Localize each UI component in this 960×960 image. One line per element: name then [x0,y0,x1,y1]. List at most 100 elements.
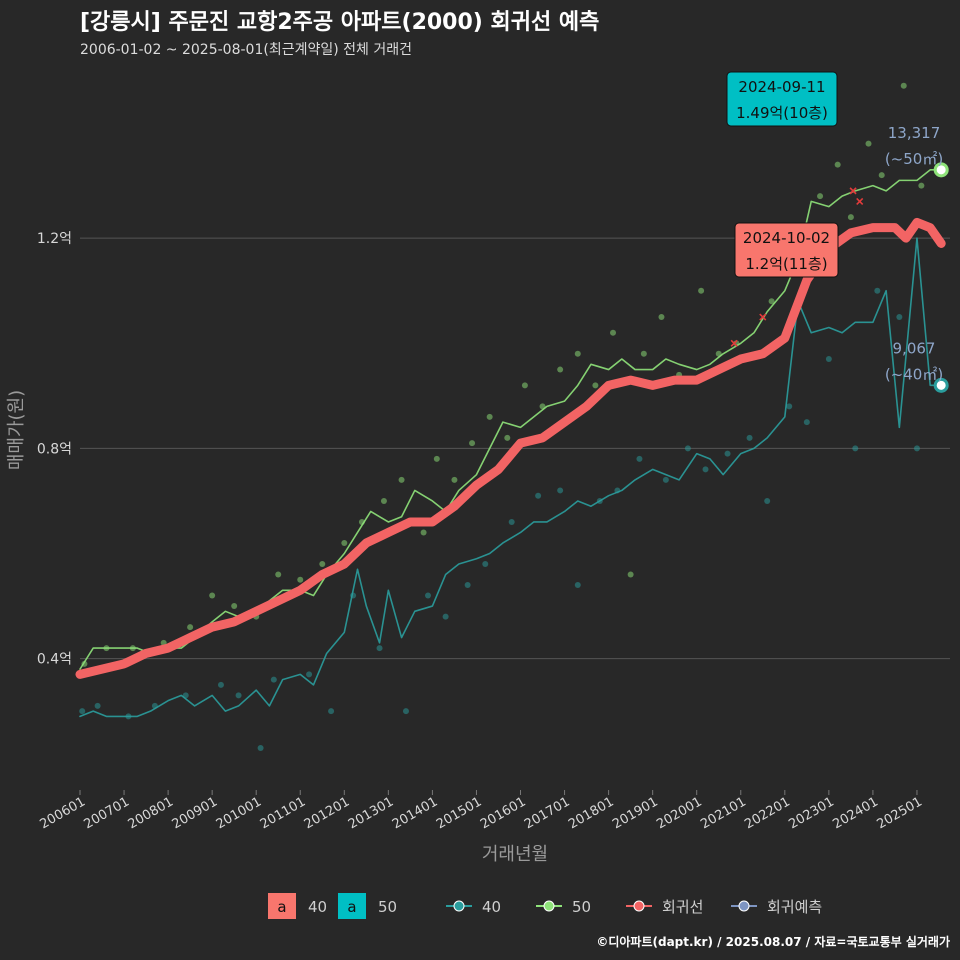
scatter-point [574,350,581,357]
legend: a 40 a 50 40 50 회귀선 회귀예측 [268,893,822,919]
marked-point [849,187,857,195]
legend-marker [543,900,555,912]
chart-subtitle: 2006-01-02 ~ 2025-08-01(최근계약일) 전체 거래건 [80,42,412,58]
legend-marker [453,900,465,912]
scatter-point [610,329,617,336]
annotation-price: 1.49억(10층) [736,104,828,122]
x-tick-label: 202101 [698,794,748,832]
scatter-point [217,681,224,688]
scatter-point [376,645,383,652]
legend-label: 회귀예측 [767,898,822,916]
scatter-point [402,708,409,715]
scatter-point [257,744,264,751]
legend-key-glyph: a [347,898,356,916]
scatter-point [684,445,691,452]
max-price-box [726,71,838,127]
x-tick-label: 202501 [874,794,924,832]
scatter-point [451,476,458,483]
recent-price-box [734,222,839,278]
scatter-point [640,350,647,357]
x-tick-label: 201901 [610,794,660,832]
scatter-point [270,676,277,683]
x-tick-label: 202401 [830,794,880,832]
scatter-point [557,366,564,373]
x-tick-label: 200701 [82,794,132,832]
scatter-point [557,487,564,494]
y-tick-label: 1.2억 [37,231,72,247]
legend-label: 40 [308,898,327,916]
scatter-point [764,497,771,504]
x-tick-label: 200901 [170,794,220,832]
x-tick-label: 202201 [742,794,792,832]
source-caption: ©디아파트(dapt.kr) / 2025.08.07 / 자료=국토교통부 실… [596,935,950,949]
scatter-points [79,82,925,751]
scatter-point [486,413,493,420]
annotation-date: 2024-10-02 [743,229,830,247]
x-axis-label: 거래년월 [482,844,548,865]
annotation-price: 1.2억(11층) [745,255,827,273]
annotations: 2024-09-11 1.49억(10층) 2024-10-02 1.2억(11층) [726,71,839,278]
scatter-point [328,708,335,715]
series-endpoints: 13,317 (~50㎡) 9,067 (~40㎡) [885,124,949,393]
legend-swatch [338,893,366,919]
legend-marker [633,900,645,912]
chart-title: [강릉시] 주문진 교항2주공 아파트(2000) 회귀선 예측 [80,10,600,35]
scatter-point [825,356,832,363]
scatter-point [380,497,387,504]
series-line-40 [79,237,945,718]
scatter-point [187,624,194,631]
endpoint-area-label: (~50㎡) [885,150,943,168]
scatter-point [724,450,731,457]
endpoint-value-label: 9,067 [893,339,936,357]
scatter-point [535,492,542,499]
scatter-point [896,314,903,321]
scatter-point [847,214,854,221]
scatter-point [319,561,326,568]
y-tick-label: 0.4억 [37,652,72,668]
scatter-point [504,434,511,441]
scatter-point [874,287,881,294]
x-tick-label: 201001 [214,794,264,832]
legend-label: 50 [378,898,397,916]
scatter-point [817,193,824,200]
legend-label: 40 [482,898,501,916]
legend-marker [738,900,750,912]
x-tick-label: 201301 [346,794,396,832]
endpoint-marker [933,377,949,393]
marked-point [759,313,767,321]
scatter-point [592,382,599,389]
scatter-point [574,582,581,589]
scatter-point [341,539,348,546]
x-tick-label: 201701 [522,794,572,832]
scatter-point [94,702,101,709]
scatter-point [508,518,515,525]
scatter-point [231,603,238,610]
marked-point [856,197,864,205]
x-tick-label: 201601 [478,794,528,832]
legend-swatch [268,893,296,919]
x-tick-label: 200801 [126,794,176,832]
scatter-point [918,182,925,189]
scatter-point [662,476,669,483]
scatter-point [803,419,810,426]
scatter-point [834,161,841,168]
x-tick-label: 201501 [434,794,484,832]
scatter-point [398,476,405,483]
scatter-point [297,576,304,583]
x-tick-label: 202001 [654,794,704,832]
scatter-point [420,529,427,536]
legend-label: 50 [572,898,591,916]
marked-point [730,339,738,347]
scatter-point [209,592,216,599]
legend-key-glyph: a [277,898,286,916]
x-tick-labels: 2006012007012008012009012010012011012012… [38,790,925,832]
scatter-point [464,582,471,589]
scatter-point [658,314,665,321]
scatter-point [702,466,709,473]
scatter-point [521,382,528,389]
x-tick-label: 201801 [566,794,616,832]
x-tick-label: 200601 [38,794,88,832]
scatter-point [306,671,313,678]
scatter-point [865,140,872,147]
